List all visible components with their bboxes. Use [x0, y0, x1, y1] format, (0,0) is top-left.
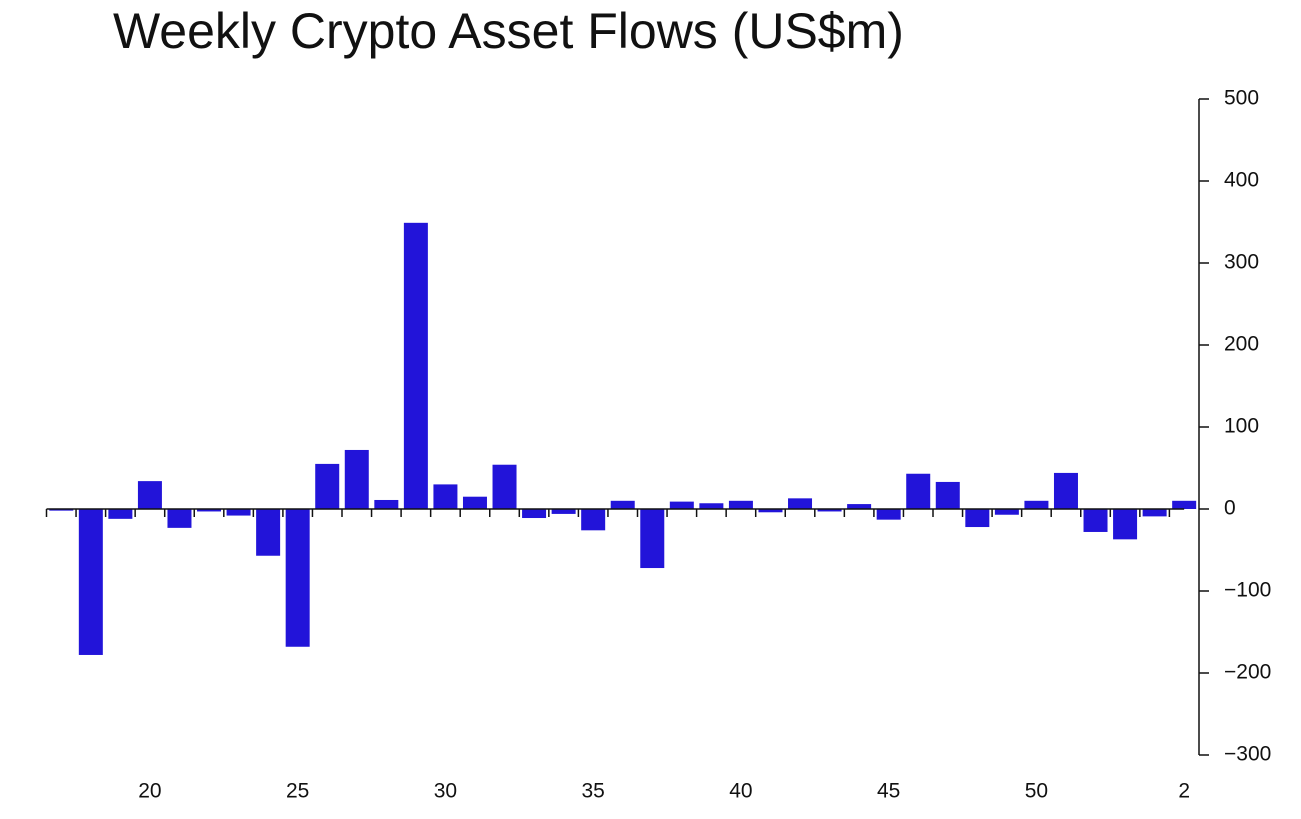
- bar: [285, 509, 310, 647]
- bar: [817, 509, 842, 512]
- bar: [78, 509, 103, 655]
- bar: [788, 498, 813, 509]
- bar: [256, 509, 281, 556]
- bar: [640, 509, 665, 569]
- x-tick-label: 25: [286, 780, 309, 803]
- x-tick-label: 35: [581, 780, 604, 803]
- x-tick-label: 20: [138, 780, 161, 803]
- chart-title: Weekly Crypto Asset Flows (US$m): [113, 3, 904, 59]
- bar: [1024, 500, 1049, 509]
- bar: [1113, 509, 1138, 540]
- bar: [1083, 509, 1108, 532]
- bar: [137, 481, 162, 509]
- y-tick-label: 400: [1224, 169, 1259, 192]
- x-tick-label: 30: [434, 780, 457, 803]
- y-tick-label: 100: [1224, 415, 1259, 438]
- bar: [935, 481, 960, 509]
- bar: [699, 503, 724, 509]
- bar: [965, 509, 990, 528]
- bar: [610, 500, 635, 509]
- bar: [1172, 500, 1197, 509]
- bar: [197, 509, 222, 512]
- bar: [876, 509, 901, 520]
- bar: [1142, 509, 1167, 517]
- x-tick-label: 45: [877, 780, 900, 803]
- x-tick-label: 2: [1178, 780, 1190, 803]
- x-tick-label: 50: [1025, 780, 1048, 803]
- y-tick-label: 300: [1224, 251, 1259, 274]
- y-tick-label: −300: [1224, 743, 1271, 766]
- y-tick-label: 200: [1224, 333, 1259, 356]
- bar: [581, 509, 606, 531]
- bar: [847, 504, 872, 509]
- bar: [906, 473, 931, 509]
- bar: [374, 499, 399, 509]
- bar: [462, 496, 487, 509]
- bar: [669, 501, 694, 509]
- bar: [433, 484, 458, 509]
- bar: [728, 500, 753, 509]
- x-tick-label: 40: [729, 780, 752, 803]
- bar: [758, 509, 783, 513]
- bar: [1053, 472, 1078, 509]
- bar: [344, 449, 369, 509]
- bar: [522, 509, 547, 519]
- bar: [492, 464, 517, 509]
- bar: [315, 463, 340, 509]
- bar: [994, 509, 1019, 515]
- y-tick-label: −200: [1224, 661, 1271, 684]
- y-tick-label: 500: [1224, 87, 1259, 110]
- bar: [108, 509, 133, 519]
- bar: [49, 509, 74, 511]
- bar: [167, 509, 192, 528]
- y-tick-label: −100: [1224, 579, 1271, 602]
- y-tick-label: 0: [1224, 497, 1236, 520]
- bar: [551, 509, 576, 514]
- bar: [226, 509, 251, 516]
- bar: [403, 222, 428, 509]
